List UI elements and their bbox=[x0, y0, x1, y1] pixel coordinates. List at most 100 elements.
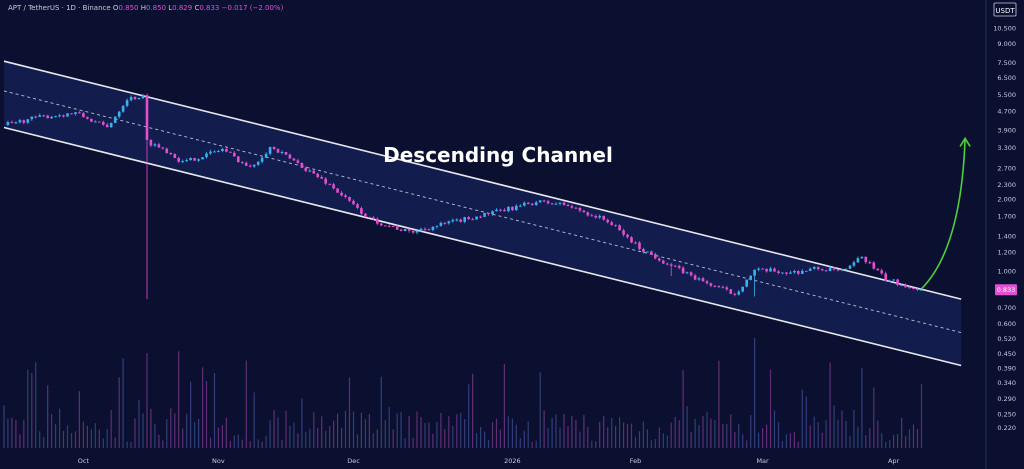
candle-body bbox=[769, 268, 772, 272]
x-tick-label: Feb bbox=[630, 457, 642, 465]
volume-bar bbox=[650, 440, 652, 448]
candle-body bbox=[681, 267, 685, 274]
volume-bar bbox=[154, 423, 156, 448]
candle-body bbox=[570, 206, 574, 208]
volume-bar bbox=[769, 369, 772, 448]
candle-body bbox=[288, 154, 292, 159]
high-value: 0.850 bbox=[145, 4, 167, 12]
candle-body bbox=[205, 153, 208, 158]
y-tick-label: 3.300 bbox=[997, 144, 1016, 152]
open-value: 0.850 bbox=[118, 4, 139, 12]
candle-body bbox=[630, 237, 633, 243]
candle-body bbox=[90, 118, 93, 122]
volume-bar bbox=[559, 427, 561, 448]
y-tick-label: 3.900 bbox=[997, 127, 1016, 135]
candle-body bbox=[689, 272, 693, 276]
volume-bar bbox=[849, 436, 851, 448]
volume-bar bbox=[758, 432, 760, 448]
candle-body bbox=[717, 286, 721, 288]
y-tick-label: 0.700 bbox=[997, 304, 1016, 312]
volume-bar bbox=[515, 424, 517, 448]
volume-bar bbox=[603, 416, 605, 448]
volume-bar bbox=[150, 408, 152, 448]
volume-bar bbox=[392, 429, 394, 448]
candle-body bbox=[256, 161, 260, 165]
candle-body bbox=[503, 209, 506, 212]
candle-body bbox=[499, 209, 502, 211]
volume-bar bbox=[841, 410, 843, 448]
candle-body bbox=[538, 200, 542, 203]
candle-body bbox=[169, 152, 173, 155]
volume-bar bbox=[158, 434, 160, 448]
candle-body bbox=[558, 202, 562, 204]
candle-body bbox=[209, 151, 212, 154]
volume-bar bbox=[194, 422, 196, 448]
candle-body bbox=[292, 158, 296, 161]
candle-body bbox=[634, 242, 637, 244]
candle-body bbox=[864, 256, 868, 263]
volume-bar bbox=[654, 439, 656, 448]
channel-fill bbox=[4, 61, 962, 366]
candle-body bbox=[161, 147, 165, 149]
candle-body bbox=[761, 268, 764, 270]
volume-bar bbox=[82, 421, 84, 448]
volume-bar bbox=[905, 436, 907, 448]
volume-bar bbox=[893, 434, 895, 448]
volume-bar bbox=[638, 431, 641, 448]
y-tick-label: 2.700 bbox=[997, 165, 1016, 173]
candle-body bbox=[22, 120, 26, 123]
volume-bar bbox=[464, 419, 466, 448]
volume-bar bbox=[265, 435, 267, 448]
volume-bar bbox=[217, 427, 219, 448]
channel-lower-line bbox=[3, 126, 962, 367]
candle-body bbox=[904, 284, 907, 288]
volume-bar bbox=[317, 428, 319, 448]
candle-body bbox=[221, 148, 224, 151]
candle-body bbox=[876, 268, 880, 271]
volume-bar bbox=[170, 408, 172, 448]
candle-body bbox=[82, 113, 85, 118]
candle-body bbox=[252, 164, 256, 167]
candle-body bbox=[586, 212, 590, 216]
candle-body bbox=[729, 289, 733, 294]
candle-body bbox=[832, 267, 836, 270]
candle-body bbox=[765, 268, 768, 272]
volume-bar bbox=[754, 338, 756, 448]
volume-bar bbox=[35, 362, 37, 448]
candle-body bbox=[109, 122, 113, 128]
volume-bar bbox=[805, 396, 807, 448]
candle-body bbox=[741, 286, 744, 292]
volume-bar bbox=[372, 433, 374, 448]
volume-bar bbox=[889, 440, 891, 448]
x-tick-label: Dec bbox=[347, 457, 360, 465]
candle-body bbox=[6, 122, 10, 125]
candle-body bbox=[237, 156, 240, 163]
candle-body bbox=[427, 229, 431, 231]
y-tick-label: 0.220 bbox=[997, 424, 1016, 432]
symbol-legend: APT / TetherUS · 1D · Binance O0.850 H0.… bbox=[8, 4, 283, 12]
candle-body bbox=[793, 271, 796, 273]
candle-body bbox=[264, 153, 268, 158]
x-tick-label: Oct bbox=[78, 457, 90, 465]
candle-body bbox=[364, 213, 367, 217]
candle-body bbox=[872, 262, 876, 269]
candle-body bbox=[368, 217, 371, 218]
y-tick-label: 4.700 bbox=[997, 107, 1016, 115]
volume-bar bbox=[408, 416, 410, 448]
volume-bar bbox=[825, 420, 827, 448]
candle-body bbox=[753, 269, 756, 276]
candle-body bbox=[455, 219, 459, 221]
candle-body bbox=[725, 287, 729, 290]
candle-body bbox=[781, 272, 784, 274]
candle-body bbox=[74, 112, 77, 114]
volume-bar bbox=[269, 420, 271, 448]
volume-bar bbox=[321, 416, 323, 448]
volume-bar bbox=[90, 429, 92, 448]
volume-bar bbox=[702, 416, 704, 448]
volume-bar bbox=[813, 416, 815, 448]
volume-bars bbox=[3, 338, 923, 448]
volume-bar bbox=[793, 432, 795, 448]
candle-body bbox=[70, 113, 73, 115]
